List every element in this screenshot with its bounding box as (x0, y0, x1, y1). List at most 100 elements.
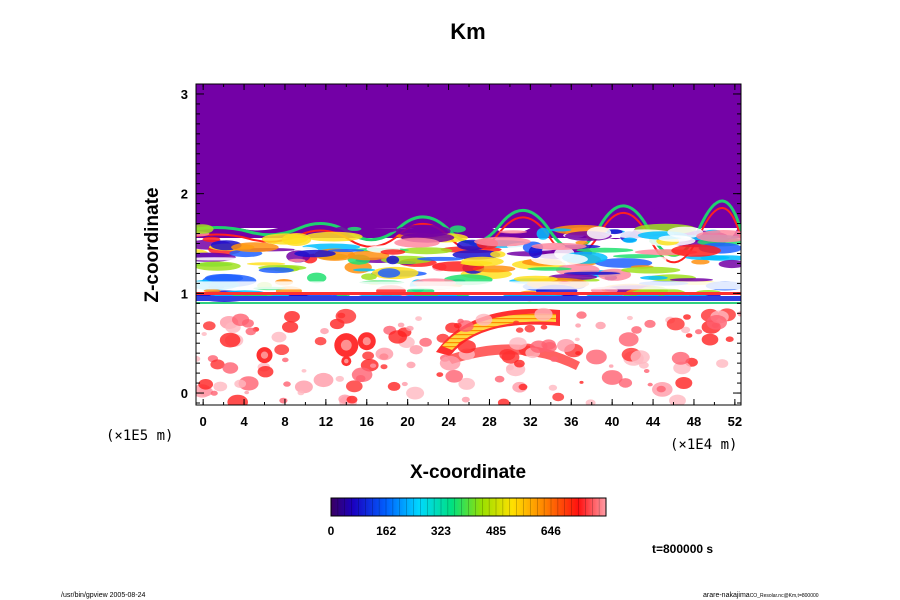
lower-eddy (737, 311, 741, 317)
band-eddy (294, 249, 336, 258)
x-tick-label: 52 (728, 414, 742, 429)
thin-layer-green-edge (196, 302, 741, 304)
x-tick-label: 0 (200, 414, 207, 429)
band-eddy (461, 256, 504, 267)
band-eddy (696, 230, 741, 243)
lower-eddy (445, 322, 460, 333)
lower-eddy (540, 324, 548, 330)
lower-eddy (271, 331, 287, 343)
band-eddy (548, 228, 572, 232)
footer-right-main: arare-nakajima (703, 592, 750, 599)
lower-vortex-core (344, 358, 349, 364)
lower-eddy (380, 364, 388, 370)
x-tick-label: 24 (441, 414, 456, 429)
lower-eddy (439, 355, 461, 371)
lower-eddy (534, 307, 553, 321)
colorbar-tick-label: 162 (376, 524, 396, 538)
lower-eddy (282, 321, 299, 333)
lower-eddy (362, 351, 374, 360)
lower-eddy (701, 333, 719, 346)
band-eddy (671, 244, 721, 257)
lower-eddy (681, 326, 691, 334)
lower-eddy (497, 398, 510, 405)
footer-left: /usr/bin/gpview 2005-08-24 (61, 592, 146, 599)
lower-vortex-core (340, 339, 352, 351)
lower-eddy (445, 370, 464, 383)
band-eddy (307, 272, 327, 284)
colorbar-ticks: 0 162 323 485 646 (328, 524, 562, 538)
lower-eddy (552, 392, 565, 402)
lower-eddy (630, 350, 650, 364)
lower-eddy (575, 323, 581, 328)
thin-layer-red-edge (196, 292, 741, 295)
band-eddy (531, 242, 587, 250)
band-eddy (246, 262, 286, 266)
band-eddy (474, 236, 531, 247)
lower-eddy (675, 377, 693, 389)
lower-eddy (550, 356, 558, 362)
band-eddy (667, 226, 704, 238)
lower-eddy (203, 321, 216, 331)
band-eddy (204, 273, 244, 283)
lower-eddy (513, 320, 520, 326)
lower-eddy (457, 318, 464, 324)
band-eddy (576, 247, 634, 253)
lower-eddy (509, 337, 527, 350)
band-eddy (640, 275, 668, 280)
lower-eddy (647, 382, 653, 387)
x-tick-label: 40 (605, 414, 619, 429)
band-eddy (598, 268, 632, 281)
lower-eddy (257, 366, 274, 378)
band-eddy (527, 267, 572, 271)
lower-eddy (283, 381, 291, 387)
band-white-streak (196, 281, 741, 290)
lower-eddy (210, 359, 225, 370)
band-eddy (622, 237, 637, 243)
lower-eddy (695, 329, 703, 335)
band-eddy (531, 253, 588, 266)
x-axis-label: X-coordinate (410, 462, 526, 483)
upper-uniform-region (196, 84, 741, 228)
band-eddy (288, 258, 306, 262)
lower-eddy (436, 333, 450, 343)
lower-eddy (337, 312, 346, 319)
x-tick-label: 4 (240, 414, 248, 429)
lower-eddy (514, 359, 525, 368)
x-tick-label: 12 (319, 414, 333, 429)
lower-eddy (234, 379, 247, 388)
y-axis-label: Z-coordinate (142, 187, 163, 302)
lower-eddy (406, 361, 416, 369)
lower-eddy (608, 364, 614, 368)
x-tick-label: 8 (281, 414, 288, 429)
lower-eddy (335, 375, 344, 382)
plot-frame (195, 83, 742, 406)
band-eddy (196, 261, 241, 271)
band-eddy (563, 271, 621, 275)
band-eddy (669, 278, 714, 282)
lower-eddy (222, 362, 239, 374)
lower-eddy (618, 378, 633, 388)
lower-eddy (574, 337, 580, 342)
band-eddy (654, 256, 667, 264)
band-eddy (202, 236, 221, 243)
lower-eddy (575, 351, 581, 356)
lower-eddy (313, 372, 334, 388)
lower-eddy (219, 332, 241, 348)
colorbar-segments (337, 498, 600, 516)
band-eddy (386, 255, 400, 265)
band-eddy (449, 225, 466, 233)
x-axis-ticks: 0 4 8 12 16 20 24 28 32 36 40 44 48 52 (200, 84, 742, 429)
lower-eddy (335, 308, 357, 324)
lower-vortex-core (260, 351, 269, 359)
lower-eddy (586, 349, 607, 365)
band-eddy (394, 237, 440, 248)
lower-eddy (210, 390, 218, 396)
band-eddy (361, 273, 377, 281)
lower-eddy (626, 315, 633, 321)
lower-eddy (227, 394, 248, 405)
lower-eddy (196, 355, 201, 362)
lower-eddy (683, 314, 691, 320)
lower-eddy (409, 345, 423, 355)
lower-eddy (294, 380, 313, 394)
lower-eddy (279, 397, 288, 404)
